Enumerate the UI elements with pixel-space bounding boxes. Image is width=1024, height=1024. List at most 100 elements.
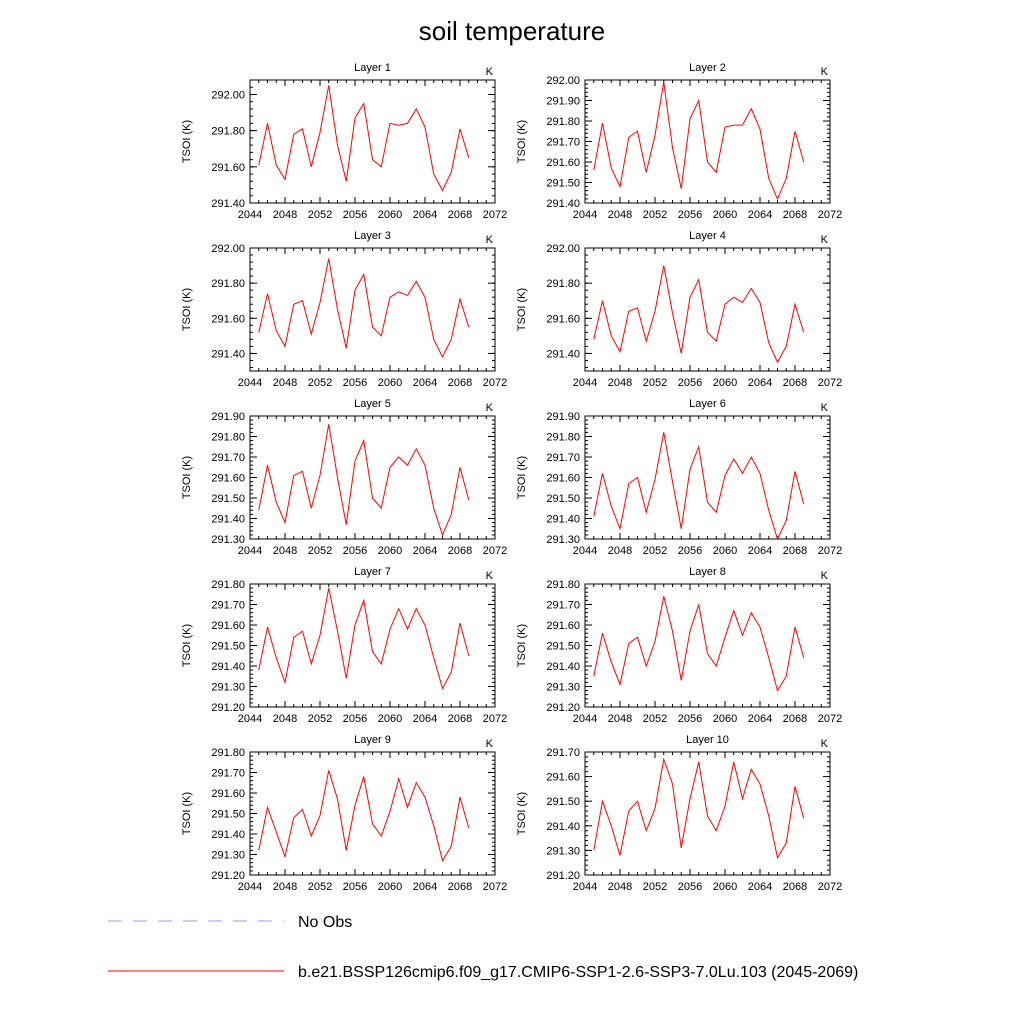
x-tick-label: 2048 xyxy=(608,881,632,893)
series-line xyxy=(593,265,805,364)
panel-layer-7: Layer 7 K TSOI (K) 2044 2048 2052 2056 2060 2064… xyxy=(181,566,507,725)
y-tick-label: 292.00 xyxy=(211,243,245,255)
x-tick-label: 2068 xyxy=(783,881,807,893)
x-tick-label: 2060 xyxy=(378,377,402,389)
x-tick-label: 2044 xyxy=(238,209,262,221)
y-axis-label: TSOI (K) xyxy=(516,288,528,331)
series-line xyxy=(258,258,470,359)
x-tick-label: 2072 xyxy=(483,881,507,893)
y-tick-label: 291.80 xyxy=(546,278,580,290)
y-axis-label: TSOI (K) xyxy=(181,288,193,331)
chart-title: soil temperature xyxy=(419,16,605,46)
x-tick-label: 2068 xyxy=(448,377,472,389)
panel-layer-1: Layer 1 K TSOI (K) 2044 2048 2052 2056 2060 2064… xyxy=(181,62,507,221)
y-axis-label: TSOI (K) xyxy=(181,792,193,835)
panel-layer-9: Layer 9 K TSOI (K) 2044 2048 2052 2056 2060 2064… xyxy=(181,734,507,893)
x-tick-label: 2068 xyxy=(783,545,807,557)
y-tick-label: 291.90 xyxy=(546,411,580,423)
y-tick-label: 291.20 xyxy=(211,870,245,882)
x-tick-label: 2064 xyxy=(413,209,437,221)
y-tick-label: 291.40 xyxy=(546,348,580,360)
x-tick-label: 2068 xyxy=(448,881,472,893)
y-tick-label: 291.60 xyxy=(211,473,245,485)
x-tick-label: 2060 xyxy=(378,209,402,221)
series-line xyxy=(258,770,470,862)
y-tick-label: 291.40 xyxy=(546,821,580,833)
x-tick-label: 2072 xyxy=(483,209,507,221)
x-tick-label: 2056 xyxy=(678,545,702,557)
unit-label: K xyxy=(821,234,829,246)
panel-layer-5: Layer 5 K TSOI (K) 2044 2048 2052 2056 2060 2064… xyxy=(181,398,507,557)
x-tick-label: 2064 xyxy=(748,377,772,389)
y-tick-label: 291.80 xyxy=(211,278,245,290)
legend: No Obs b.e21.BSSP126cmip6.f09_g17.CMIP6-S… xyxy=(108,914,858,981)
x-tick-label: 2044 xyxy=(238,377,262,389)
x-tick-label: 2052 xyxy=(308,881,332,893)
x-tick-label: 2056 xyxy=(343,209,367,221)
x-tick-label: 2064 xyxy=(748,545,772,557)
x-tick-label: 2048 xyxy=(608,713,632,725)
x-tick-label: 2056 xyxy=(343,713,367,725)
y-tick-label: 291.60 xyxy=(546,157,580,169)
y-tick-label: 291.80 xyxy=(546,116,580,128)
x-tick-label: 2068 xyxy=(783,209,807,221)
panel-layer-10: Layer 10 K TSOI (K) 2044 2048 2052 2056 2060 206… xyxy=(516,734,842,893)
y-tick-label: 291.20 xyxy=(546,870,580,882)
x-tick-label: 2064 xyxy=(748,713,772,725)
series-line xyxy=(258,424,470,537)
unit-label: K xyxy=(821,66,829,78)
y-axis-label: TSOI (K) xyxy=(516,624,528,667)
x-tick-label: 2072 xyxy=(818,713,842,725)
x-tick-label: 2056 xyxy=(343,377,367,389)
y-tick-label: 291.50 xyxy=(211,641,245,653)
y-tick-label: 291.70 xyxy=(211,768,245,780)
y-tick-label: 291.40 xyxy=(546,514,580,526)
y-tick-label: 291.70 xyxy=(211,600,245,612)
series-line xyxy=(593,757,805,860)
x-tick-label: 2068 xyxy=(448,713,472,725)
y-tick-label: 291.20 xyxy=(546,702,580,714)
x-tick-label: 2060 xyxy=(713,545,737,557)
unit-label: K xyxy=(486,570,494,582)
x-tick-label: 2052 xyxy=(308,209,332,221)
x-tick-label: 2048 xyxy=(273,377,297,389)
panel-title: Layer 3 xyxy=(354,230,391,242)
y-tick-label: 291.40 xyxy=(211,829,245,841)
y-tick-label: 291.80 xyxy=(211,126,245,138)
y-tick-label: 291.50 xyxy=(546,641,580,653)
x-tick-label: 2060 xyxy=(378,545,402,557)
x-tick-label: 2044 xyxy=(573,545,597,557)
x-tick-label: 2044 xyxy=(238,881,262,893)
series-line xyxy=(593,596,805,692)
y-tick-label: 291.80 xyxy=(211,432,245,444)
x-tick-label: 2052 xyxy=(643,377,667,389)
x-tick-label: 2044 xyxy=(573,377,597,389)
x-tick-label: 2072 xyxy=(818,881,842,893)
series-line xyxy=(593,81,805,201)
panel-title: Layer 2 xyxy=(689,62,726,74)
x-tick-label: 2052 xyxy=(643,209,667,221)
y-tick-label: 291.30 xyxy=(546,534,580,546)
y-tick-label: 291.40 xyxy=(211,661,245,673)
x-tick-label: 2044 xyxy=(573,881,597,893)
y-tick-label: 291.60 xyxy=(546,620,580,632)
x-tick-label: 2072 xyxy=(483,377,507,389)
y-tick-label: 291.50 xyxy=(211,493,245,505)
y-axis-label: TSOI (K) xyxy=(516,456,528,499)
y-axis-label: TSOI (K) xyxy=(516,792,528,835)
x-tick-label: 2052 xyxy=(308,377,332,389)
y-tick-label: 291.80 xyxy=(211,747,245,759)
x-tick-label: 2060 xyxy=(378,881,402,893)
x-tick-label: 2048 xyxy=(273,209,297,221)
y-tick-label: 291.90 xyxy=(546,96,580,108)
y-tick-label: 291.60 xyxy=(211,313,245,325)
x-tick-label: 2064 xyxy=(413,881,437,893)
y-tick-label: 291.30 xyxy=(211,534,245,546)
panel-title: Layer 10 xyxy=(686,734,729,746)
y-axis-label: TSOI (K) xyxy=(181,120,193,163)
x-tick-label: 2056 xyxy=(343,881,367,893)
x-tick-label: 2068 xyxy=(448,209,472,221)
x-tick-label: 2060 xyxy=(713,209,737,221)
x-tick-label: 2072 xyxy=(483,545,507,557)
